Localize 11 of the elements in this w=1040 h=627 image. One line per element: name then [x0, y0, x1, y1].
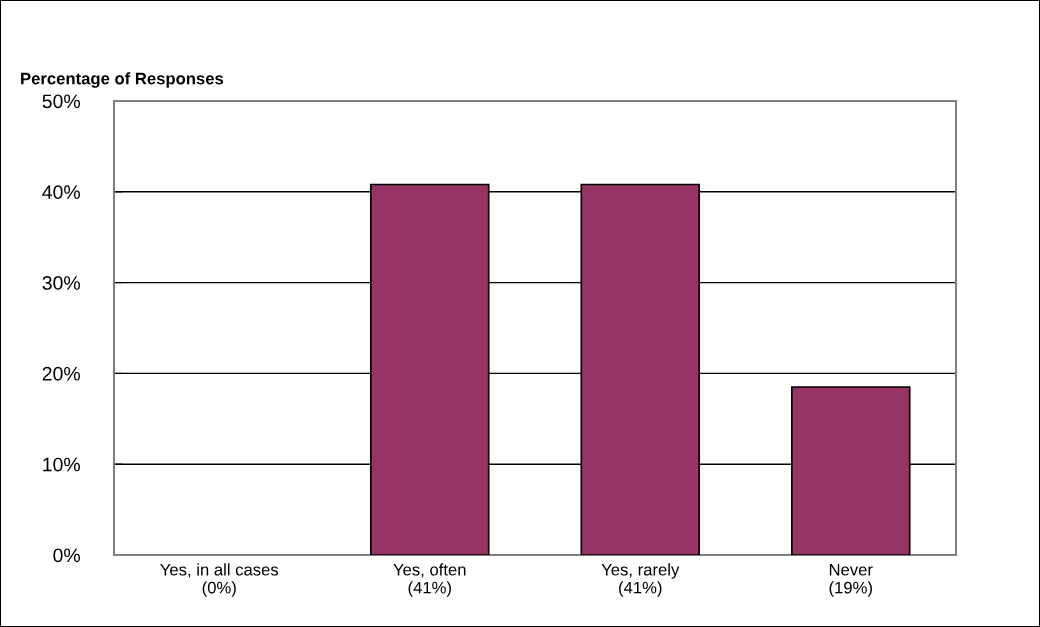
x-tick-label: Yes, in all cases (0%): [160, 563, 279, 597]
y-tick-label: 20%: [42, 366, 80, 381]
y-tick-label: 30%: [42, 276, 80, 290]
x-tick-label: Yes, often (41%): [393, 563, 466, 597]
x-tick-label: Never (19%): [829, 563, 873, 597]
y-tick-label: 0%: [53, 548, 80, 563]
y-tick-label: 10%: [43, 457, 80, 472]
chart-title: Percentage of Responses: [21, 72, 224, 88]
y-tick-label: 50%: [42, 94, 80, 109]
y-tick-label: 40%: [42, 185, 80, 200]
x-tick-label: Yes, rarely (41%): [601, 563, 680, 597]
